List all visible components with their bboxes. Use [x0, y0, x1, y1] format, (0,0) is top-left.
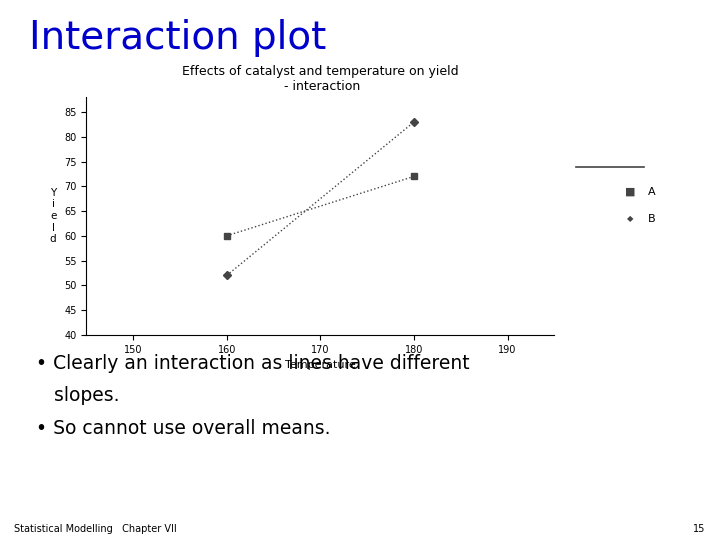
Text: Statistical Modelling   Chapter VII: Statistical Modelling Chapter VII — [14, 523, 177, 534]
Title: Effects of catalyst and temperature on yield
 - interaction: Effects of catalyst and temperature on y… — [182, 65, 459, 93]
Text: slopes.: slopes. — [36, 386, 120, 405]
Text: • So cannot use overall means.: • So cannot use overall means. — [36, 418, 330, 437]
Text: Interaction plot: Interaction plot — [29, 19, 326, 57]
Text: ◆: ◆ — [626, 214, 634, 223]
Text: 15: 15 — [693, 523, 706, 534]
Text: B: B — [648, 214, 656, 224]
Text: A: A — [648, 187, 656, 197]
Text: ■: ■ — [625, 187, 635, 197]
Y-axis label: Y
i
e
l
d: Y i e l d — [50, 188, 56, 244]
Text: • Clearly an interaction as lines have different: • Clearly an interaction as lines have d… — [36, 354, 469, 373]
X-axis label: Temperature: Temperature — [285, 360, 356, 370]
